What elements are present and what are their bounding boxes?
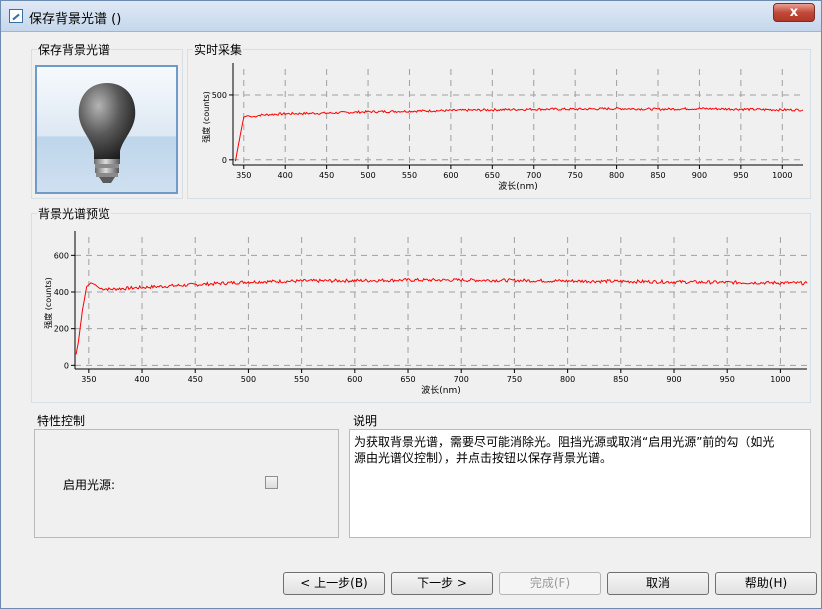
x-tick-label-950: 950 bbox=[733, 171, 748, 180]
realtime-spectrum-chart: 350 400 450 500 550 600 650 700 750 800 850 900 950 1… bbox=[201, 63, 804, 192]
x-tick-label-350: 350 bbox=[81, 375, 96, 384]
enable-light-checkbox[interactable] bbox=[265, 476, 278, 489]
description-panel: 为获取背景光谱，需要尽可能消除光。阻挡光源或取消“启用光源”前的勾（如光 源由光… bbox=[349, 429, 811, 538]
app-chart-icon bbox=[9, 9, 23, 23]
description-line-2: 源由光谱仪控制），并点击按钮以保存背景光谱。 bbox=[354, 451, 613, 465]
x-tick-label-950: 950 bbox=[720, 375, 735, 384]
grid bbox=[75, 237, 807, 369]
x-tick-label-450: 450 bbox=[319, 171, 334, 180]
x-tick-label-400: 400 bbox=[278, 171, 293, 180]
x-tick-label-700: 700 bbox=[454, 375, 469, 384]
x-tick-label-550: 550 bbox=[294, 375, 309, 384]
back-button[interactable]: < 上一步(B) bbox=[283, 572, 385, 595]
y-tick-label-0: 0 bbox=[222, 156, 227, 165]
help-button[interactable]: 帮助(H) bbox=[715, 572, 817, 595]
next-button[interactable]: 下一步 > bbox=[391, 572, 493, 595]
cancel-button[interactable]: 取消 bbox=[607, 572, 709, 595]
realtime-group bbox=[187, 49, 811, 199]
light-bulb-icon bbox=[78, 83, 136, 183]
y-tick-label-500: 500 bbox=[212, 91, 227, 100]
x-tick-label-750: 750 bbox=[507, 375, 522, 384]
description-line-1: 为获取背景光谱，需要尽可能消除光。阻挡光源或取消“启用光源”前的勾（如光 bbox=[354, 435, 775, 449]
x-tick-label-800: 800 bbox=[609, 171, 624, 180]
y-axis-label: 强度 (counts) bbox=[201, 91, 211, 143]
save-bg-group-title: 保存背景光谱 bbox=[37, 41, 112, 58]
x-tick-label-1000: 1000 bbox=[772, 171, 792, 180]
x-tick-label-500: 500 bbox=[360, 171, 375, 180]
x-tick-label-500: 500 bbox=[241, 375, 256, 384]
preview-group-title: 背景光谱预览 bbox=[37, 205, 112, 222]
x-tick-label-850: 850 bbox=[650, 171, 665, 180]
x-tick-label-400: 400 bbox=[134, 375, 149, 384]
x-tick-label-700: 700 bbox=[526, 171, 541, 180]
preview-spectrum-chart: 350 400 450 500 550 600 650 700 750 800 850 900 950 1… bbox=[43, 231, 808, 396]
x-axis-label: 波长(nm) bbox=[421, 384, 461, 396]
y-tick-label-200: 200 bbox=[54, 325, 69, 334]
y-tick-label-400: 400 bbox=[54, 288, 69, 297]
close-button[interactable]: x bbox=[773, 3, 815, 22]
x-tick-label-600: 600 bbox=[347, 375, 362, 384]
properties-panel: 启用光源: bbox=[34, 429, 339, 538]
grid bbox=[233, 69, 803, 165]
finish-button[interactable]: 完成(F) bbox=[499, 572, 601, 595]
x-axis-label: 波长(nm) bbox=[498, 180, 538, 192]
x-tick-label-800: 800 bbox=[560, 375, 575, 384]
title-bar[interactable]: 保存背景光谱 () x bbox=[1, 1, 821, 32]
description-group-title: 说明 bbox=[353, 414, 378, 428]
x-tick-label-900: 900 bbox=[666, 375, 681, 384]
enable-light-label: 启用光源: bbox=[63, 478, 116, 492]
spectrum-trace bbox=[235, 106, 804, 162]
x-tick-label-650: 650 bbox=[400, 375, 415, 384]
x-tick-label-650: 650 bbox=[485, 171, 500, 180]
properties-group-title: 特性控制 bbox=[37, 414, 86, 428]
x-tick-label-450: 450 bbox=[188, 375, 203, 384]
y-tick-label-0: 0 bbox=[64, 361, 69, 370]
window-title: 保存背景光谱 () bbox=[29, 12, 122, 27]
preview-chart-panel: 350 400 450 500 550 600 650 700 750 800 850 900 950 1… bbox=[33, 223, 811, 403]
x-tick-label-750: 750 bbox=[568, 171, 583, 180]
preview-group bbox=[31, 213, 811, 403]
save-bg-tile[interactable] bbox=[35, 65, 178, 194]
realtime-group-title: 实时采集 bbox=[193, 41, 244, 58]
x-tick-label-850: 850 bbox=[613, 375, 628, 384]
x-tick-label-1000: 1000 bbox=[770, 375, 790, 384]
y-axis-label: 强度 (counts) bbox=[43, 277, 53, 329]
x-tick-label-350: 350 bbox=[236, 171, 251, 180]
spectrum-trace bbox=[75, 277, 808, 355]
y-tick-label-600: 600 bbox=[54, 251, 69, 260]
x-tick-label-900: 900 bbox=[692, 171, 707, 180]
x-tick-label-550: 550 bbox=[402, 171, 417, 180]
x-tick-label-600: 600 bbox=[443, 171, 458, 180]
realtime-chart-panel: 350 400 450 500 550 600 650 700 750 800 850 900 950 1… bbox=[189, 59, 811, 199]
